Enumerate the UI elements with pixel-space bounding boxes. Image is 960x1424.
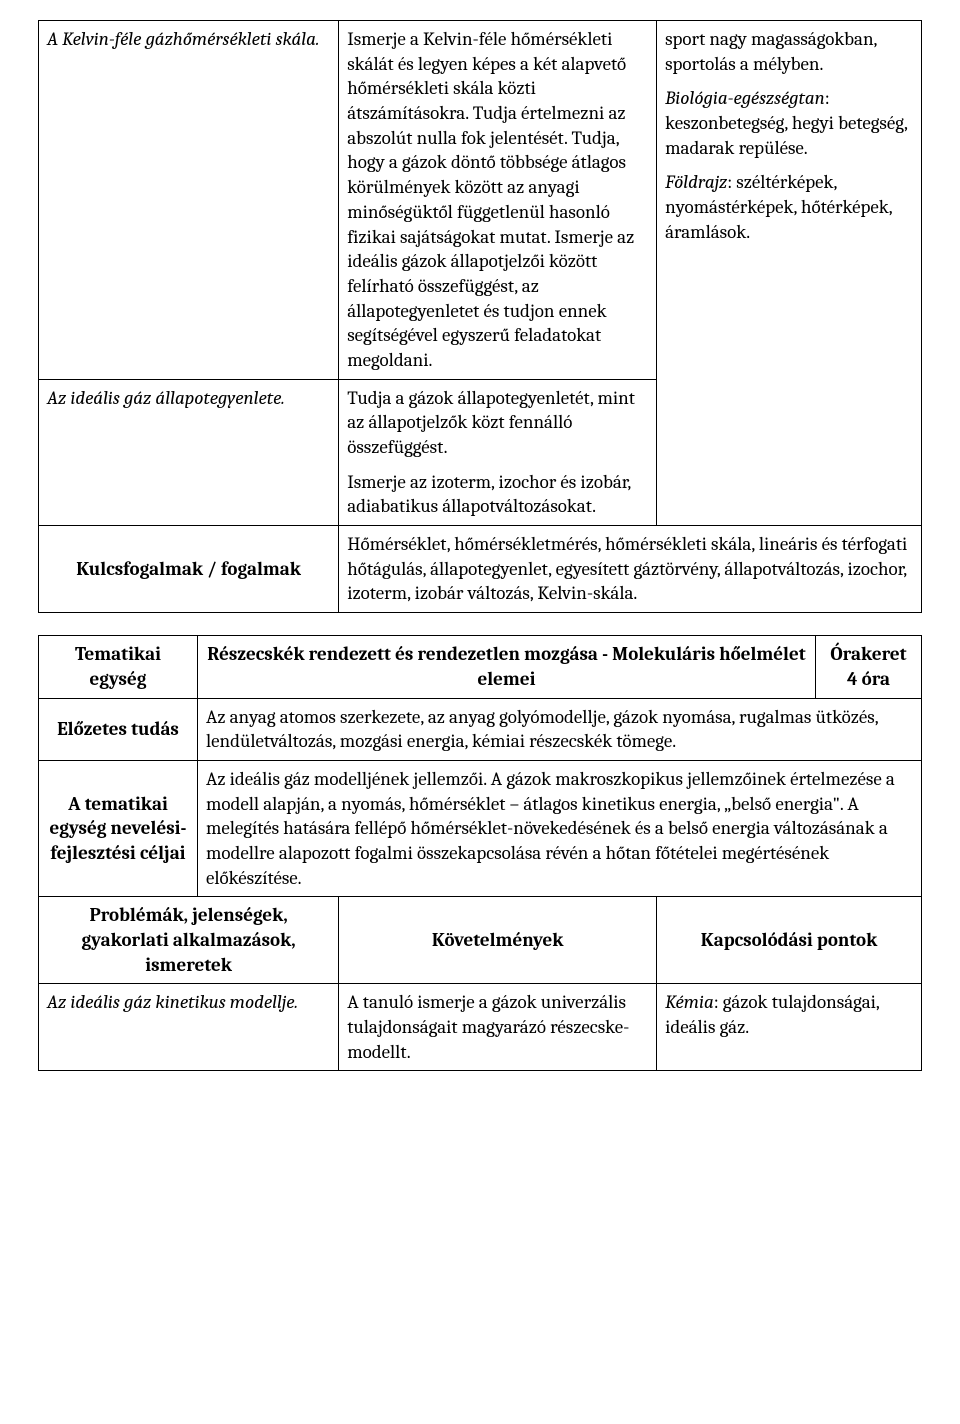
requirement-paragraph: Tudja a gázok állapotegyenletét, mint az… <box>347 386 648 460</box>
cell-topic: Az ideális gáz állapotegyenlete. <box>39 379 339 525</box>
connection-block: Biológia-egészségtan: keszonbetegség, he… <box>665 86 913 160</box>
connection-block: Földrajz: széltérképek, nyomástérképek, … <box>665 170 913 244</box>
cell-requirement: Tudja a gázok állapotegyenletét, mint az… <box>339 379 657 525</box>
kulcs-text: Hőmérséklet, hőmérsékletmérés, hőmérsékl… <box>339 526 922 613</box>
orakeret-label: Órakeret <box>830 643 906 665</box>
table-row: Az ideális gáz kinetikus modellje. A tan… <box>39 984 922 1071</box>
table-row: A Kelvin-féle gázhőmérsékleti skála. Ism… <box>39 21 922 380</box>
table-row-kulcs: Kulcsfogalmak / fogalmak Hőmérséklet, hő… <box>39 526 922 613</box>
elozetes-text: Az anyag atomos szerkezete, az anyag gol… <box>197 698 921 760</box>
table-row: Tematikai egység Részecskék rendezett és… <box>39 636 922 698</box>
kulcs-label: Kulcsfogalmak / fogalmak <box>39 526 339 613</box>
table-row: A tematikai egység nevelési-fejlesztési … <box>39 760 922 896</box>
tematikai-title: Részecskék rendezett és rendezetlen mozg… <box>197 636 815 698</box>
header-problems: Problémák, jelenségek, gyakorlati alkalm… <box>39 897 339 984</box>
table-row: Előzetes tudás Az anyag atomos szerkezet… <box>39 698 922 760</box>
curriculum-table-2: Tematikai egység Részecskék rendezett és… <box>38 635 922 1071</box>
table-row-headers: Problémák, jelenségek, gyakorlati alkalm… <box>39 897 922 984</box>
celjai-text: Az ideális gáz modelljének jellemzői. A … <box>197 760 921 896</box>
celjai-label: A tematikai egység nevelési-fejlesztési … <box>39 760 198 896</box>
cell-topic: A Kelvin-féle gázhőmérsékleti skála. <box>39 21 339 380</box>
header-requirements: Követelmények <box>339 897 657 984</box>
orakeret-value: 4 óra <box>847 668 890 690</box>
tematikai-label: Tematikai egység <box>39 636 198 698</box>
header-connections: Kapcsolódási pontok <box>657 897 922 984</box>
cell-requirement: Ismerje a Kelvin-féle hőmérsékleti skálá… <box>339 21 657 380</box>
elozetes-label: Előzetes tudás <box>39 698 198 760</box>
cell-connections: sport nagy magasságokban, sportolás a mé… <box>657 21 922 526</box>
connection-block: sport nagy magasságokban, sportolás a mé… <box>665 27 913 76</box>
connection-lead: Kémia <box>665 991 714 1013</box>
requirement-paragraph: Ismerje az izoterm, izochor és izobár, a… <box>347 470 648 519</box>
cell-connections: Kémia: gázok tulajdonságai, ideális gáz. <box>657 984 922 1071</box>
cell-requirement: A tanuló ismerje a gázok univerzális tul… <box>339 984 657 1071</box>
cell-topic: Az ideális gáz kinetikus modellje. <box>39 984 339 1071</box>
curriculum-table-1: A Kelvin-féle gázhőmérsékleti skála. Ism… <box>38 20 922 613</box>
orakeret-cell: Órakeret 4 óra <box>816 636 922 698</box>
